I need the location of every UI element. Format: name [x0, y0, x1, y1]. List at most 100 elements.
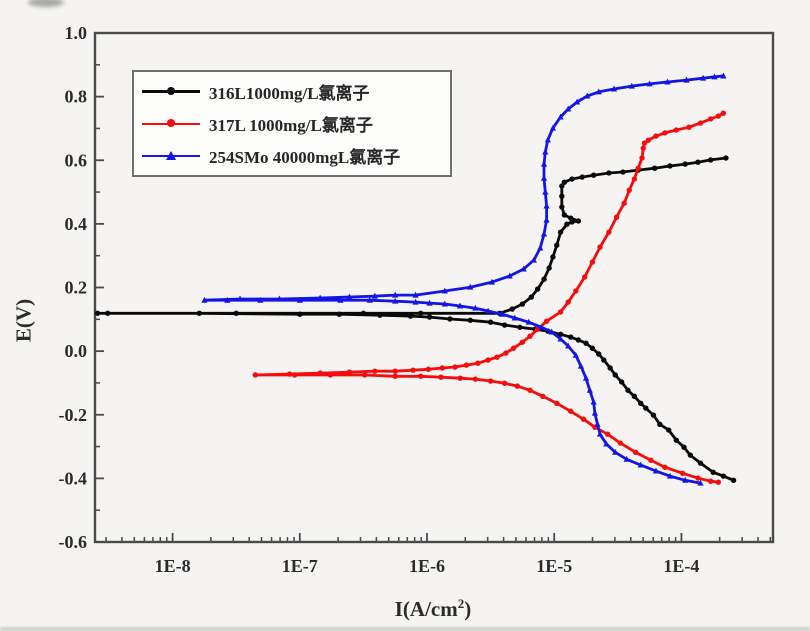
- series-marker-254SMo: [488, 278, 495, 285]
- series-marker-316L: [651, 165, 658, 171]
- series-marker-317L: [645, 137, 652, 143]
- series-marker-254SMo: [623, 455, 630, 462]
- series-marker-254SMo: [699, 74, 707, 81]
- series-marker-317L: [640, 145, 646, 151]
- series-marker-317L: [565, 299, 571, 305]
- legend-item-label: 254SMo 40000mgL氯离子: [209, 148, 401, 168]
- legend-sample-line: [142, 86, 200, 96]
- series-marker-317L: [720, 110, 727, 116]
- series-marker-316L: [447, 316, 453, 322]
- series-marker-254SMo: [577, 362, 585, 369]
- x-axis-label-suffix: ): [464, 597, 472, 621]
- series-marker-254SMo: [682, 476, 689, 483]
- series-marker-317L: [662, 130, 668, 136]
- series-marker-254SMo: [540, 174, 548, 181]
- series-marker-317L: [472, 376, 479, 382]
- series-marker-316L: [568, 334, 574, 340]
- legend-item-254SMo: 254SMo 40000mgL氯离子: [142, 141, 450, 171]
- series-marker-316L: [568, 215, 574, 221]
- series-marker-316L: [487, 319, 494, 325]
- y-tick-label: -0.4: [59, 468, 88, 488]
- series-marker-316L: [569, 176, 575, 182]
- series-marker-316L: [550, 254, 556, 260]
- series-marker-317L: [252, 372, 258, 378]
- series-marker-317L: [452, 364, 458, 370]
- series-marker-316L: [579, 174, 585, 180]
- series-marker-317L: [641, 140, 648, 146]
- series-marker-316L: [94, 310, 101, 316]
- series-marker-317L: [438, 374, 444, 380]
- series-marker-254SMo: [472, 304, 479, 311]
- series-marker-316L: [607, 365, 613, 371]
- series-marker-317L: [540, 393, 546, 399]
- series-marker-254SMo: [628, 82, 635, 89]
- series-marker-316L: [575, 337, 582, 343]
- series-marker-317L: [487, 378, 494, 384]
- series-marker-317L: [554, 400, 560, 406]
- series-marker-254SMo: [392, 297, 399, 304]
- series-marker-254SMo: [346, 293, 353, 300]
- series-marker-254SMo: [697, 479, 704, 486]
- series-marker-317L: [534, 326, 541, 332]
- series-marker-316L: [650, 412, 657, 418]
- series-marker-317L: [543, 318, 550, 324]
- series-line-316L: [96, 156, 735, 482]
- series-marker-254SMo: [540, 230, 548, 237]
- series-marker-316L: [687, 452, 694, 458]
- x-axis-label: I(A/cm2): [333, 596, 533, 622]
- legend-sample-line: [142, 150, 200, 161]
- series-marker-317L: [568, 408, 574, 414]
- series-marker-254SMo: [498, 310, 506, 317]
- series-marker-254SMo: [412, 298, 419, 305]
- series-marker-254SMo: [557, 335, 564, 342]
- series-marker-316L: [673, 437, 680, 443]
- y-tick-label: 0.4: [65, 214, 88, 234]
- series-marker-254SMo: [542, 188, 549, 195]
- series-marker-316L: [360, 310, 367, 316]
- series-marker-316L: [105, 310, 111, 316]
- series-marker-254SMo: [542, 148, 549, 155]
- series-marker-317L: [626, 187, 632, 193]
- series-marker-317L: [639, 155, 645, 161]
- series-marker-316L: [667, 163, 673, 169]
- series-line-317L: [253, 111, 725, 484]
- scan-artifact-top: [28, 0, 64, 7]
- legend-circle-marker-icon: [167, 86, 175, 95]
- series-marker-317L: [617, 440, 624, 446]
- series-marker-317L: [510, 345, 517, 351]
- series-marker-316L: [561, 212, 568, 218]
- x-tick-label: 1E-6: [409, 556, 445, 576]
- series-marker-316L: [601, 357, 607, 363]
- series-marker-254SMo: [582, 374, 590, 381]
- series-marker-254SMo: [610, 85, 618, 92]
- series-marker-317L: [697, 120, 704, 126]
- legend-item-317L: 317L 1000mg/L氯离子: [142, 109, 450, 139]
- legend-circle-marker-icon: [167, 119, 175, 127]
- y-tick-label: 1.0: [65, 23, 88, 43]
- legend-triangle-marker-icon: [166, 150, 176, 160]
- series-marker-254SMo: [506, 272, 513, 279]
- series-marker-317L: [503, 350, 509, 356]
- series-marker-254SMo: [557, 113, 564, 120]
- series-marker-317L: [527, 387, 533, 393]
- y-axis-label: E(V): [11, 298, 36, 343]
- series-marker-254SMo: [538, 323, 545, 330]
- scan-artifact-bottom: [0, 627, 810, 631]
- series-marker-317L: [392, 368, 398, 374]
- series-marker-316L: [517, 324, 523, 330]
- series-marker-316L: [559, 204, 565, 210]
- series-marker-254SMo: [590, 398, 597, 405]
- series-marker-317L: [673, 127, 680, 133]
- series-marker-254SMo: [426, 299, 433, 306]
- series-marker-317L: [392, 373, 398, 379]
- series-marker-317L: [286, 371, 293, 377]
- series-marker-316L: [534, 286, 541, 292]
- series-marker-254SMo: [236, 295, 244, 302]
- series-marker-316L: [583, 340, 589, 346]
- y-tick-label: 0.6: [65, 150, 88, 170]
- series-marker-316L: [407, 313, 414, 319]
- legend-item-label: 317L 1000mg/L氯离子: [209, 116, 373, 135]
- series-marker-317L: [463, 362, 470, 368]
